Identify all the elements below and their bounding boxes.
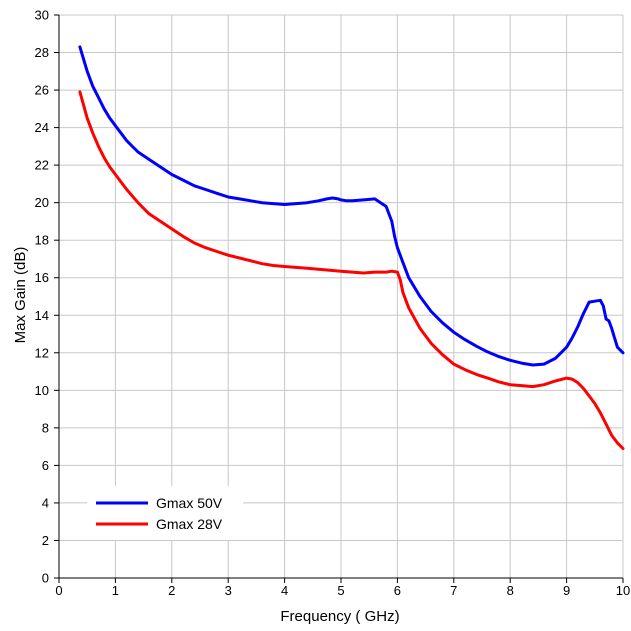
y-tick-label: 18 [35, 233, 49, 248]
x-tick-label: 0 [55, 583, 62, 598]
axes [54, 14, 624, 583]
y-tick-label: 30 [35, 8, 49, 23]
y-tick-label: 24 [35, 120, 49, 135]
x-tick-label: 3 [225, 583, 232, 598]
x-tick-label: 1 [112, 583, 119, 598]
series-layer [78, 45, 625, 450]
x-tick-label: 5 [337, 583, 344, 598]
y-tick-label: 0 [42, 571, 49, 586]
y-tick-label: 16 [35, 270, 49, 285]
y-tick-label: 8 [42, 420, 49, 435]
y-tick-label: 22 [35, 158, 49, 173]
y-tick-label: 28 [35, 45, 49, 60]
y-tick-label: 14 [35, 308, 49, 323]
y-axis-title: Max Gain (dB) [12, 247, 29, 344]
x-tick-label: 10 [616, 583, 630, 598]
series-line-gmax-50v [78, 45, 625, 367]
series-line-gmax-28v [78, 90, 625, 450]
x-tick-label: 4 [281, 583, 288, 598]
x-tick-label: 7 [450, 583, 457, 598]
x-tick-label: 2 [168, 583, 175, 598]
y-tick-label: 6 [42, 458, 49, 473]
y-tick-label: 26 [35, 83, 49, 98]
x-tick-label: 6 [394, 583, 401, 598]
y-tick-label: 10 [35, 383, 49, 398]
x-axis-title: Frequency ( GHz) [280, 608, 399, 625]
legend-label-gmax-50v: Gmax 50V [156, 495, 223, 511]
legend-label-gmax-28v: Gmax 28V [156, 516, 223, 532]
x-tick-label: 9 [563, 583, 570, 598]
legend-box [87, 486, 243, 540]
y-tick-label: 12 [35, 345, 49, 360]
y-tick-label: 20 [35, 195, 49, 210]
legend: Gmax 50V Gmax 28V [87, 486, 243, 540]
y-tick-label: 2 [42, 533, 49, 548]
y-tick-label: 4 [42, 495, 49, 510]
x-tick-label: 8 [507, 583, 514, 598]
grid [58, 14, 624, 579]
